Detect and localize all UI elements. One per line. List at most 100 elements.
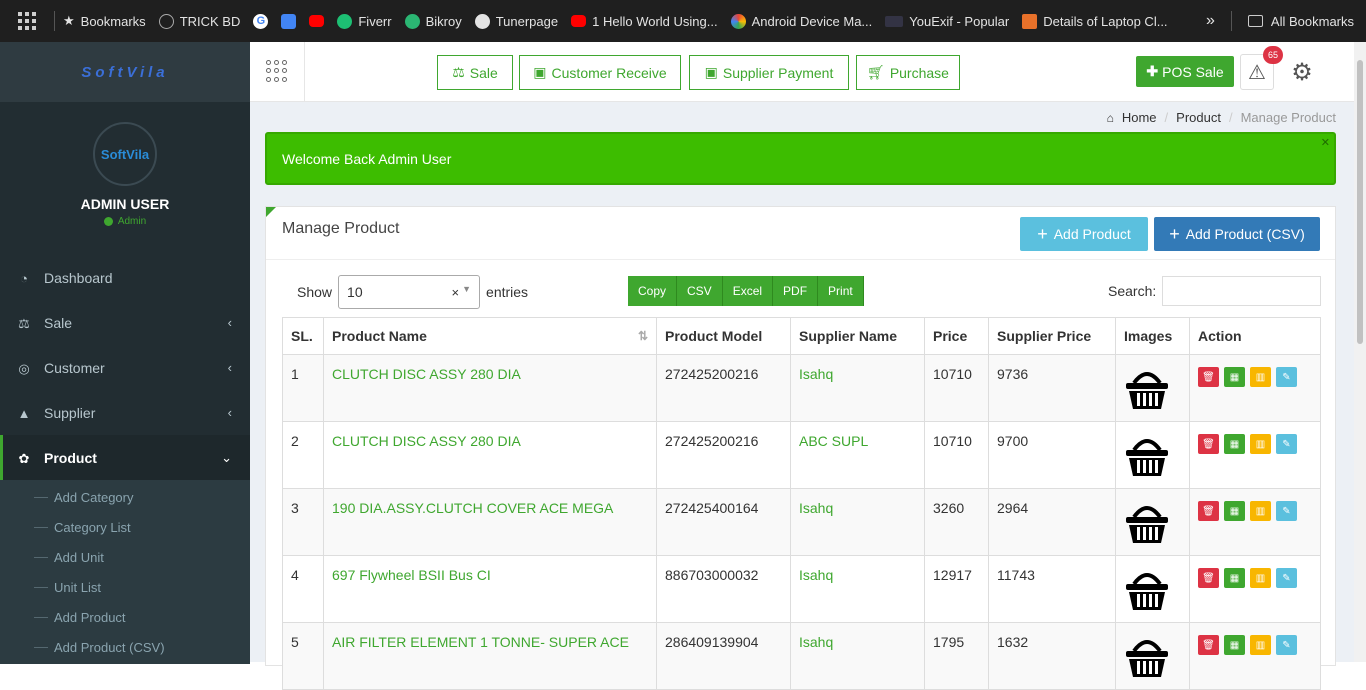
cell-product-name[interactable]: AIR FILTER ELEMENT 1 TONNE- SUPER ACE — [323, 622, 657, 690]
bookmark-trickbd[interactable]: TRICK BD — [158, 13, 240, 29]
qrcode-icon: ▦ — [1229, 438, 1240, 450]
col-supplier-name[interactable]: Supplier Name — [790, 317, 925, 355]
bookmark-google-translate[interactable] — [281, 13, 297, 29]
cell-product-name[interactable]: CLUTCH DISC ASSY 280 DIA — [323, 421, 657, 489]
logo[interactable]: SoftVila — [0, 42, 250, 102]
cell-product-name[interactable]: CLUTCH DISC ASSY 280 DIA — [323, 354, 657, 422]
apps-grid-icon[interactable] — [266, 60, 288, 82]
bookmark-google[interactable]: G — [253, 13, 269, 29]
youtube-icon — [309, 15, 325, 27]
delete-button[interactable]: 🗑︎ — [1198, 367, 1219, 387]
edit-button[interactable]: ✎ — [1276, 568, 1297, 588]
hd-icon — [885, 15, 904, 27]
col-price[interactable]: Price — [924, 317, 989, 355]
barcode-button[interactable]: ▦ — [1224, 434, 1245, 454]
edit-button[interactable]: ✎ — [1276, 434, 1297, 454]
copy-button[interactable]: Copy — [628, 276, 678, 306]
sidebar-item-sale[interactable]: ⚖ Sale ‹ — [0, 300, 250, 345]
all-bookmarks-link[interactable]: All Bookmarks — [1270, 13, 1354, 29]
bookmark-bikroy[interactable]: Bikroy — [404, 13, 462, 29]
sidebar-item-product[interactable]: ✿ Product ⌄ — [0, 435, 250, 480]
col-images[interactable]: Images — [1115, 317, 1190, 355]
customer-receive-button[interactable]: ▣ Customer Receive — [519, 55, 681, 90]
settings-button[interactable]: ⚙ — [1284, 54, 1320, 90]
entries-select[interactable]: 10 × ▼ — [338, 275, 481, 309]
cell-product-name[interactable]: 190 DIA.ASSY.CLUTCH COVER ACE MEGA — [323, 488, 657, 556]
excel-button[interactable]: Excel — [722, 276, 774, 306]
export-buttons: Copy CSV Excel PDF Print — [628, 276, 864, 306]
edit-button[interactable]: ✎ — [1276, 635, 1297, 655]
cell-product-model: 272425200216 — [656, 354, 791, 422]
add-product-csv-button[interactable]: + Add Product (CSV) — [1154, 217, 1320, 251]
bookmark-tunerpage[interactable]: Tunerpage — [474, 13, 558, 29]
pos-sale-button[interactable]: ✚ POS Sale — [1136, 56, 1234, 87]
col-action[interactable]: Action — [1189, 317, 1321, 355]
android-icon — [730, 13, 746, 29]
delete-button[interactable]: 🗑︎ — [1198, 501, 1219, 521]
delete-button[interactable]: 🗑︎ — [1198, 635, 1219, 655]
sale-button[interactable]: ⚖ Sale — [437, 55, 513, 90]
submenu-add-category[interactable]: Add Category — [0, 482, 250, 512]
delete-button[interactable]: 🗑︎ — [1198, 568, 1219, 588]
bookmark-youexif[interactable]: YouExif - Popular — [885, 14, 1009, 29]
basket-icon — [1126, 506, 1168, 543]
page-scrollbar[interactable] — [1354, 42, 1366, 662]
cell-image — [1115, 421, 1190, 489]
edit-button[interactable]: ✎ — [1276, 367, 1297, 387]
barcode-button[interactable]: ▦ — [1224, 501, 1245, 521]
clear-icon[interactable]: × — [451, 284, 460, 300]
bookmark-fiverr[interactable]: Fiverr — [337, 13, 392, 29]
apps-grid-icon[interactable] — [18, 12, 36, 30]
pdf-button[interactable]: PDF — [773, 276, 819, 306]
edit-button[interactable]: ✎ — [1276, 501, 1297, 521]
bookmark-bookmarks[interactable]: ★ Bookmarks — [63, 13, 146, 29]
print-button[interactable]: Print — [818, 276, 864, 306]
money-icon: ▣ — [704, 64, 718, 80]
submenu-add-product-csv[interactable]: Add Product (CSV) — [0, 632, 250, 662]
cell-supplier-name[interactable]: Isahq — [790, 555, 925, 623]
delete-button[interactable]: 🗑︎ — [1198, 434, 1219, 454]
barcode-print-button[interactable]: ▥ — [1250, 367, 1271, 387]
col-sl[interactable]: SL. — [282, 317, 324, 355]
chevron-left-icon: ‹ — [227, 315, 232, 330]
bookmark-laptop[interactable]: Details of Laptop Cl... — [1022, 13, 1168, 29]
barcode-button[interactable]: ▦ — [1224, 568, 1245, 588]
alert-button[interactable]: ⚠ — [1240, 54, 1274, 90]
sidebar-item-supplier[interactable]: ▲ Supplier ‹ — [17, 404, 232, 421]
breadcrumb-product[interactable]: Product — [1176, 110, 1221, 125]
barcode-print-button[interactable]: ▥ — [1250, 568, 1271, 588]
breadcrumb-home[interactable]: Home — [1121, 110, 1157, 125]
barcode-print-button[interactable]: ▥ — [1250, 501, 1271, 521]
bookmark-hello-world[interactable]: 1 Hello World Using... — [571, 14, 718, 29]
cell-supplier-name[interactable]: ABC SUPL — [790, 421, 925, 489]
submenu-category-list[interactable]: Category List — [0, 512, 250, 542]
bookmark-android[interactable]: Android Device Ma... — [730, 13, 872, 29]
submenu-unit-list[interactable]: Unit List — [0, 572, 250, 602]
search-input[interactable] — [1162, 276, 1322, 306]
barcode-button[interactable]: ▦ — [1224, 635, 1245, 655]
barcode-print-button[interactable]: ▥ — [1250, 434, 1271, 454]
barcode-print-button[interactable]: ▥ — [1250, 635, 1271, 655]
supplier-payment-button[interactable]: ▣ Supplier Payment — [689, 55, 849, 90]
more-bookmarks-icon[interactable]: » — [1206, 12, 1215, 29]
cell-sl: 3 — [282, 488, 324, 556]
col-product-model[interactable]: Product Model — [656, 317, 791, 355]
pencil-icon: ✎ — [1282, 639, 1291, 651]
purchase-button[interactable]: 🛒︎ Purchase — [856, 55, 960, 90]
add-product-button[interactable]: + Add Product — [1020, 217, 1148, 251]
bookmark-youtube[interactable] — [309, 15, 325, 27]
cell-sl: 2 — [282, 421, 324, 489]
cell-product-name[interactable]: 697 Flywheel BSII Bus CI — [323, 555, 657, 623]
barcode-button[interactable]: ▦ — [1224, 367, 1245, 387]
sidebar-item-customer[interactable]: ◎ Customer ‹ — [0, 345, 250, 390]
cell-supplier-name[interactable]: Isahq — [790, 488, 925, 556]
close-icon[interactable]: ✕ — [1320, 137, 1330, 149]
col-product-name[interactable]: Product Name ⇅ — [323, 317, 657, 355]
col-supplier-price[interactable]: Supplier Price — [988, 317, 1116, 355]
submenu-add-product[interactable]: Add Product — [0, 602, 250, 632]
cell-supplier-name[interactable]: Isahq — [790, 622, 925, 690]
cell-supplier-name[interactable]: Isahq — [790, 354, 925, 422]
submenu-add-unit[interactable]: Add Unit — [0, 542, 250, 572]
sidebar-item-dashboard[interactable]: ◔ Dashboard — [0, 255, 250, 300]
csv-button[interactable]: CSV — [677, 276, 723, 306]
